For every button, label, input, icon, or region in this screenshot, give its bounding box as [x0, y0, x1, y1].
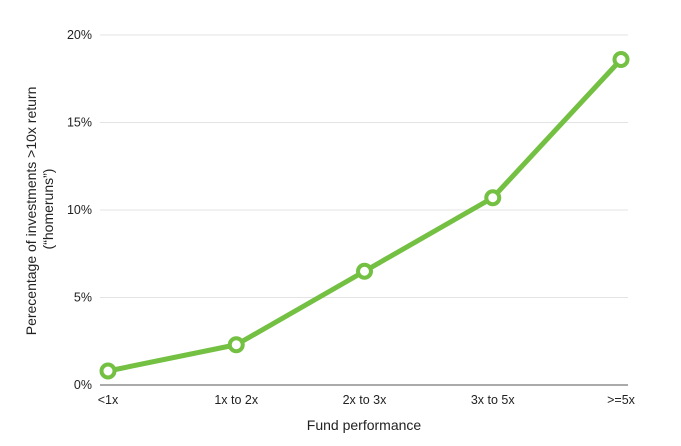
x-tick-label: 1x to 2x	[214, 393, 259, 407]
data-point	[227, 336, 245, 354]
x-tick-label: 2x to 3x	[343, 393, 388, 407]
x-tick-label: <1x	[98, 393, 119, 407]
x-tick-label: 3x to 5x	[471, 393, 516, 407]
data-point	[356, 262, 373, 280]
data-point	[99, 362, 117, 380]
y-tick-label: 0%	[74, 378, 92, 392]
y-tick-label: 20%	[67, 28, 92, 42]
x-tick-label: >=5x	[607, 393, 636, 407]
y-tick-label: 5%	[74, 291, 92, 305]
y-axis-title-line-2: (“homeruns”)	[40, 169, 56, 250]
y-tick-label: 10%	[67, 203, 92, 217]
gridlines	[100, 34, 628, 386]
x-tick-labels: <1x 1x to 2x 2x to 3x 3x to 5x >=5x	[98, 393, 636, 407]
data-point	[484, 189, 502, 207]
series-line	[105, 57, 624, 374]
y-tick-label: 15%	[67, 116, 92, 130]
y-axis-title: Perecentage of investments >10x return (…	[23, 83, 56, 336]
y-axis-title-line-1: Perecentage of investments >10x return	[23, 87, 39, 336]
data-point	[612, 51, 630, 68]
x-axis-title: Fund performance	[307, 417, 422, 433]
data-series	[99, 51, 630, 380]
y-tick-labels: 0% 5% 10% 15% 20%	[67, 28, 92, 392]
